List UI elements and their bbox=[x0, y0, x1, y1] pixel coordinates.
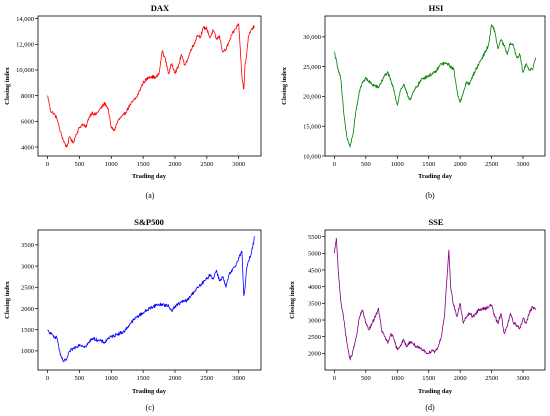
series-line-dax bbox=[47, 23, 255, 148]
y-tick-label: 4000 bbox=[21, 144, 34, 151]
series-line-sp500 bbox=[47, 236, 255, 363]
panel-dax: DAX 0 500 1000 1500 2000 2500 3000 4000 6000 8000… bbox=[4, 3, 262, 200]
y-tick-label: 2500 bbox=[308, 334, 321, 341]
x-axis-label-sp500: Trading day bbox=[132, 388, 167, 395]
y-tick-label: 3500 bbox=[308, 301, 321, 308]
y-tick-label: 1500 bbox=[21, 327, 34, 334]
x-tick-label: 3000 bbox=[517, 375, 530, 382]
x-tick-label: 0 bbox=[46, 375, 49, 382]
x-tick-label: 3000 bbox=[232, 161, 245, 168]
x-tick-label: 2500 bbox=[200, 375, 213, 382]
x-tick-label: 2500 bbox=[200, 161, 213, 168]
y-axis-label-sse: Closing index bbox=[289, 280, 296, 318]
y-tick-label: 6000 bbox=[21, 119, 34, 126]
y-tick-label: 30,000 bbox=[303, 34, 321, 41]
plot-area-hsi: 0 500 1000 1500 2000 2500 3000 10,000 15,000 20,0… bbox=[303, 24, 536, 168]
caption-a: (a) bbox=[146, 191, 155, 200]
y-tick-label: 10,000 bbox=[16, 67, 34, 74]
x-tick-label: 0 bbox=[333, 375, 336, 382]
y-tick-label: 15,000 bbox=[303, 124, 321, 131]
plot-area-sse: 0 500 1000 1500 2000 2500 3000 2000 2500 3000 3500… bbox=[308, 234, 536, 382]
y-axis-label-dax: Closing index bbox=[4, 66, 11, 104]
caption-d: (d) bbox=[425, 403, 435, 412]
x-tick-label: 1500 bbox=[137, 375, 150, 382]
y-tick-label: 14,000 bbox=[16, 16, 34, 23]
panel-sp500: S&P500 0 500 1000 1500 2000 2500 3000 1000 1500 2… bbox=[4, 217, 262, 412]
x-tick-label: 2500 bbox=[485, 161, 498, 168]
x-tick-label: 1500 bbox=[137, 161, 150, 168]
x-tick-label: 1000 bbox=[391, 375, 404, 382]
chart-title-sse: SSE bbox=[428, 217, 443, 227]
series-line-hsi bbox=[334, 24, 536, 148]
caption-b: (b) bbox=[425, 191, 435, 200]
y-tick-label: 4500 bbox=[308, 267, 321, 274]
x-tick-label: 1000 bbox=[105, 161, 118, 168]
y-tick-label: 10,000 bbox=[303, 153, 321, 160]
chart-title-dax: DAX bbox=[151, 3, 170, 13]
y-tick-label: 5000 bbox=[308, 251, 321, 258]
y-tick-label: 2000 bbox=[21, 306, 34, 313]
plot-frame-hsi bbox=[324, 15, 546, 157]
y-tick-label: 20,000 bbox=[303, 94, 321, 101]
y-axis-label-sp500: Closing index bbox=[4, 280, 11, 318]
y-tick-label: 1000 bbox=[21, 348, 34, 355]
x-tick-label: 3000 bbox=[517, 161, 530, 168]
plot-area-sp500: 0 500 1000 1500 2000 2500 3000 1000 1500 2000 2500… bbox=[21, 236, 255, 382]
y-axis-label-hsi: Closing index bbox=[281, 66, 288, 104]
y-tick-label: 12,000 bbox=[16, 42, 34, 49]
y-tick-label: 3000 bbox=[21, 263, 34, 270]
y-tick-label: 2500 bbox=[21, 285, 34, 292]
x-tick-label: 2000 bbox=[168, 375, 181, 382]
y-tick-label: 2000 bbox=[308, 351, 321, 358]
x-axis-label-sse: Trading day bbox=[418, 388, 453, 395]
y-tick-label: 8000 bbox=[21, 93, 34, 100]
x-axis-label-dax: Trading day bbox=[132, 173, 167, 180]
y-tick-label: 5500 bbox=[308, 234, 321, 241]
chart-title-sp500: S&P500 bbox=[134, 217, 164, 227]
x-tick-label: 3000 bbox=[232, 375, 245, 382]
x-tick-label: 500 bbox=[361, 375, 371, 382]
caption-c: (c) bbox=[146, 403, 155, 412]
chart-title-hsi: HSI bbox=[429, 3, 444, 13]
panel-sse: SSE 0 500 1000 1500 2000 2500 3000 2000 2500 3000… bbox=[289, 217, 546, 412]
plot-frame-sse bbox=[324, 229, 546, 371]
series-line-sse bbox=[334, 237, 536, 361]
y-tick-label: 3000 bbox=[308, 317, 321, 324]
y-tick-label: 3500 bbox=[21, 242, 34, 249]
plot-area-dax: 0 500 1000 1500 2000 2500 3000 4000 6000 8000 10,0… bbox=[16, 16, 255, 168]
x-tick-label: 0 bbox=[333, 161, 336, 168]
plot-frame-sp500 bbox=[37, 229, 262, 371]
x-tick-label: 1000 bbox=[391, 161, 404, 168]
x-tick-label: 2000 bbox=[454, 161, 467, 168]
panel-hsi: HSI 0 500 1000 1500 2000 2500 3000 10,000 15,000… bbox=[281, 3, 546, 200]
y-tick-label: 25,000 bbox=[303, 64, 321, 71]
x-tick-label: 500 bbox=[75, 161, 85, 168]
x-tick-label: 500 bbox=[361, 161, 371, 168]
x-axis-label-hsi: Trading day bbox=[418, 173, 453, 180]
x-tick-label: 1500 bbox=[422, 161, 435, 168]
x-tick-label: 2000 bbox=[454, 375, 467, 382]
x-tick-label: 0 bbox=[46, 161, 49, 168]
x-tick-label: 1500 bbox=[422, 375, 435, 382]
y-tick-label: 4000 bbox=[308, 284, 321, 291]
x-tick-label: 500 bbox=[75, 375, 85, 382]
x-tick-label: 2000 bbox=[168, 161, 181, 168]
plot-frame-dax bbox=[37, 15, 262, 157]
x-tick-label: 1000 bbox=[105, 375, 118, 382]
x-tick-label: 2500 bbox=[485, 375, 498, 382]
